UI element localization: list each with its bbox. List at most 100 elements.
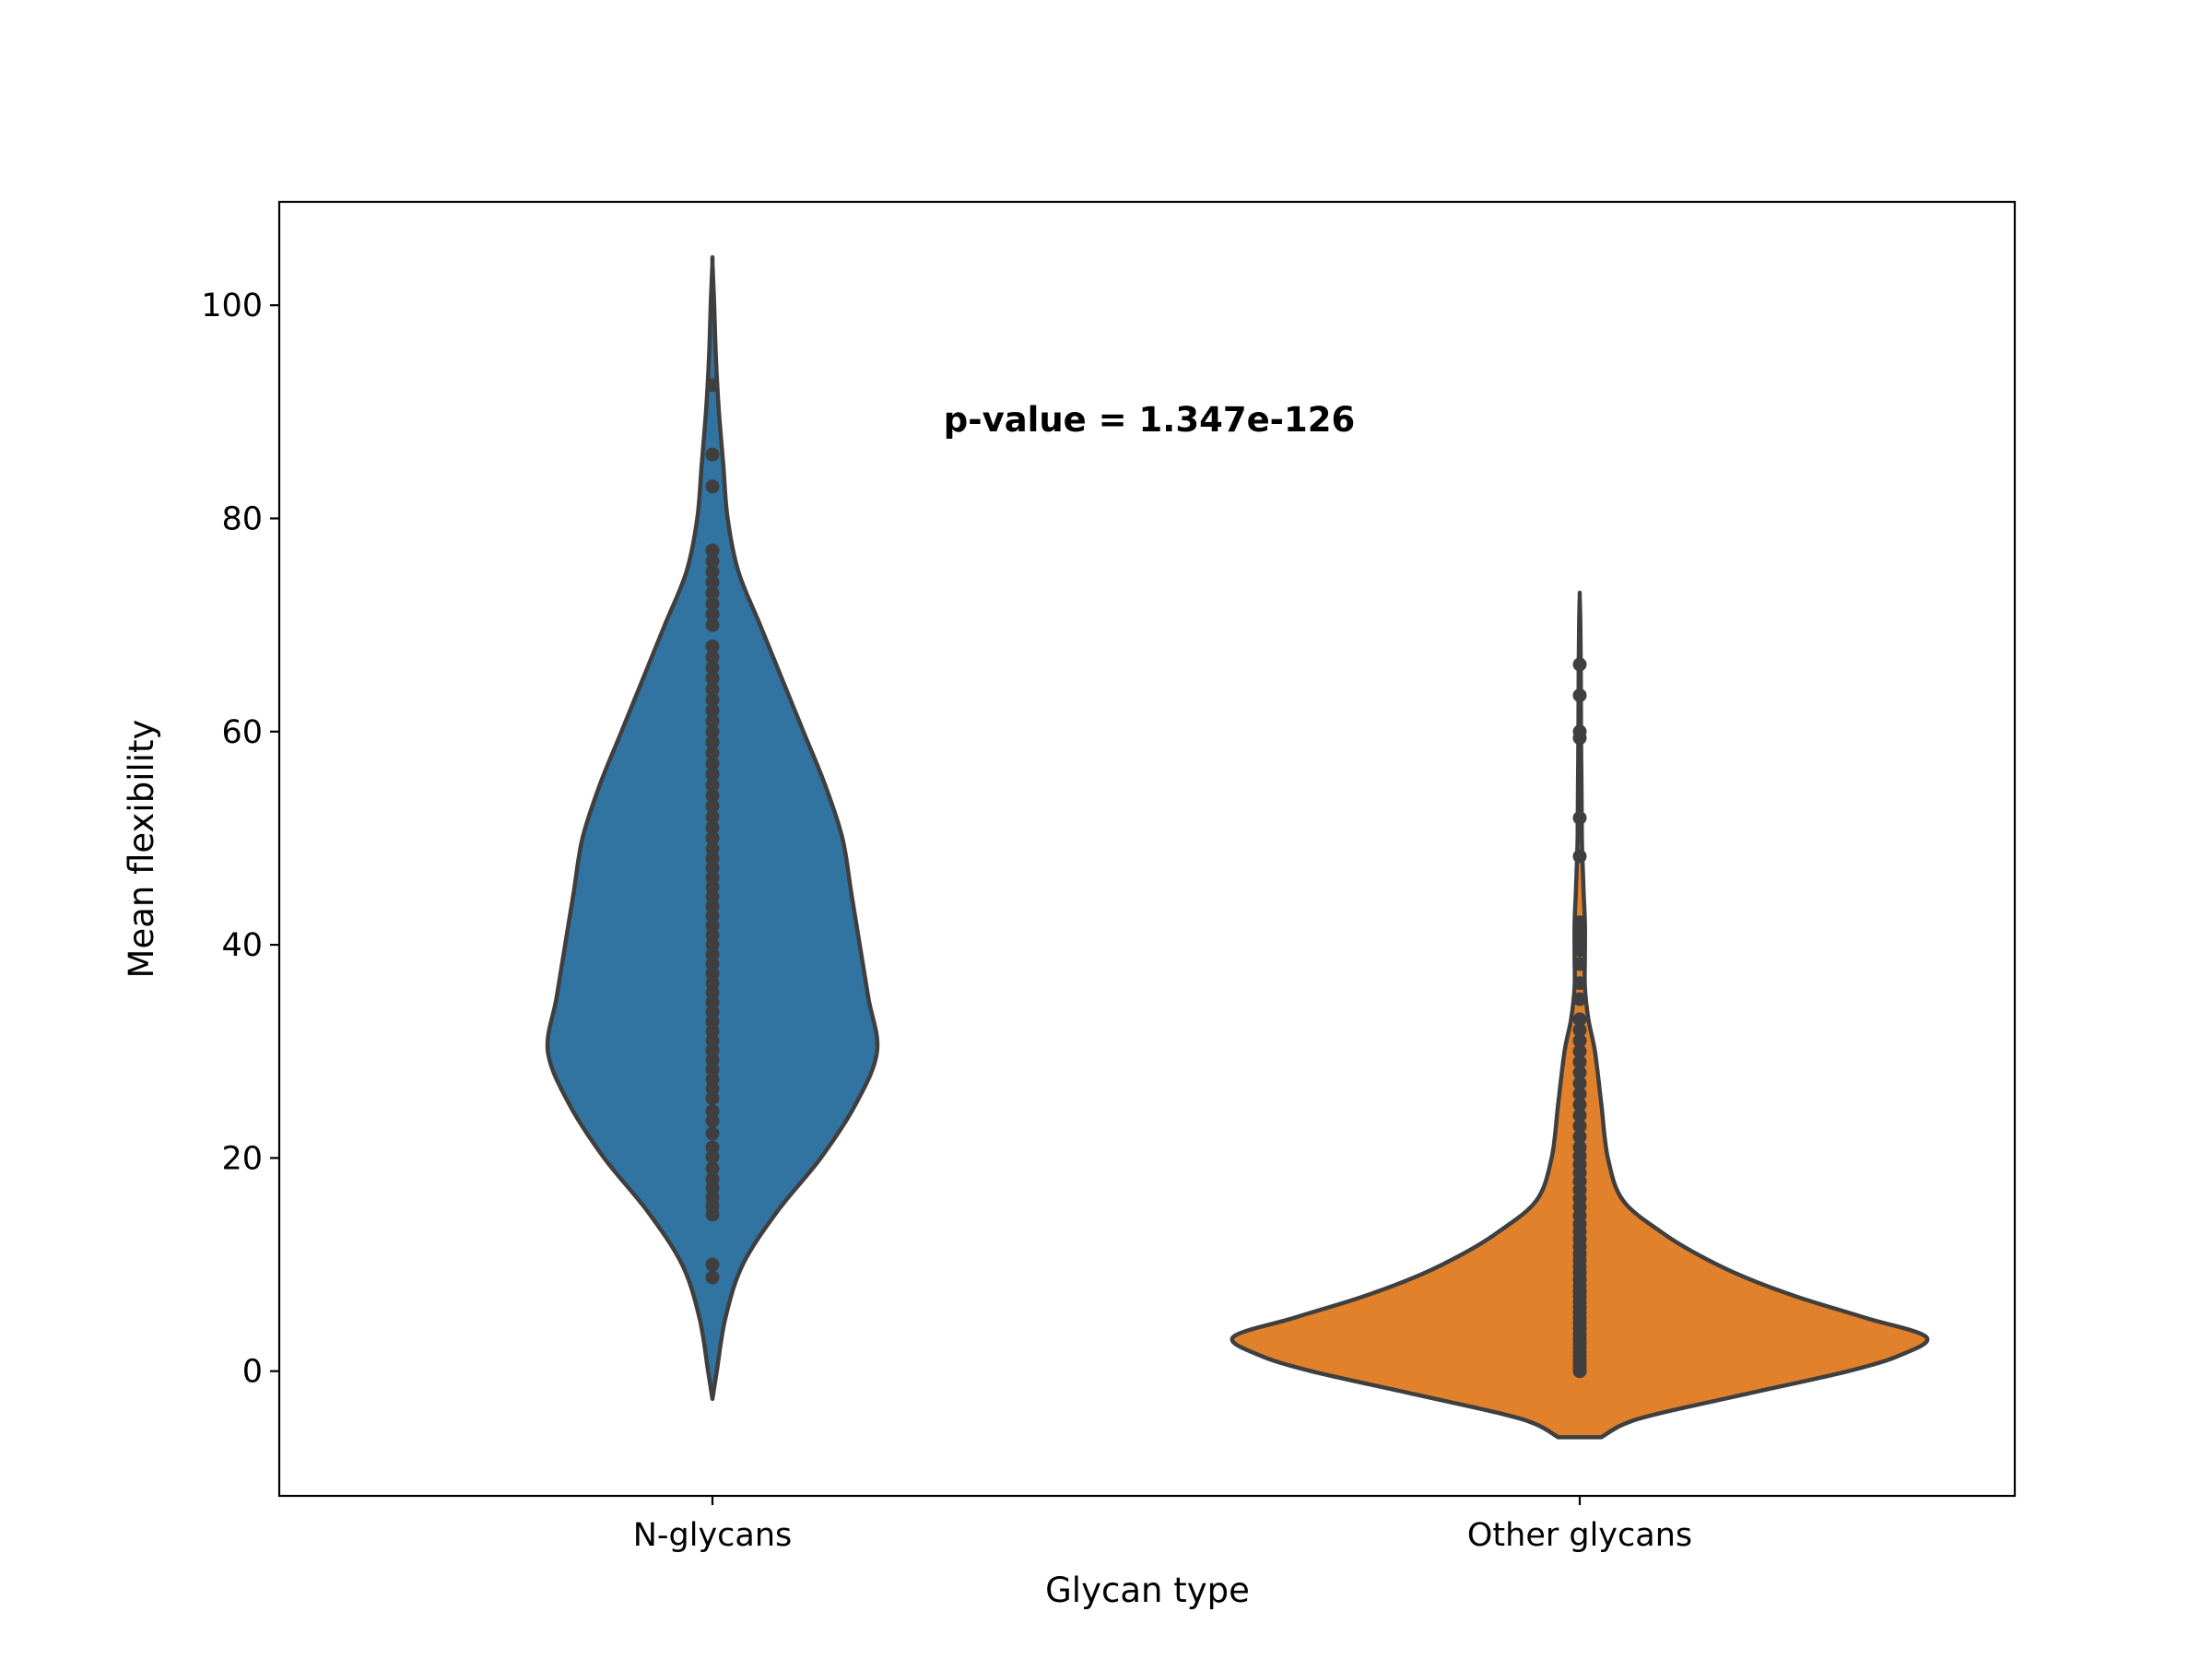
data-point [705,1126,720,1141]
data-point [705,756,720,771]
data-point [1572,915,1587,930]
data-point [705,985,720,1000]
data-point [1572,1033,1587,1048]
data-point [705,1190,720,1205]
data-point [705,735,720,749]
data-point [705,899,720,913]
data-point [1572,688,1587,702]
data-point [705,1062,720,1077]
data-point [705,1072,720,1087]
data-point [1572,1076,1587,1090]
x-tick-label: Other glycans [1467,1517,1692,1554]
data-point [705,957,720,971]
data-point [705,596,720,611]
data-point [1572,724,1587,739]
data-point [705,928,720,943]
data-point [705,799,720,814]
data-point [705,650,720,665]
data-point [705,820,720,835]
data-point [705,1081,720,1096]
data-point [705,1091,720,1106]
y-tick-label: 80 [221,500,263,537]
data-point [705,479,720,494]
y-axis: 0 20 40 60 80 100 [201,288,279,1391]
y-axis-title: Mean flexibility [122,720,161,979]
data-point [705,1172,720,1187]
data-point [705,966,720,981]
plot-frame [277,200,2017,1498]
data-point [1572,1044,1587,1059]
data-point [705,1043,720,1058]
data-point [1572,957,1587,971]
data-point [1572,1054,1587,1069]
data-point [705,378,720,393]
data-point [705,554,720,569]
data-point [705,1053,720,1067]
data-point [705,692,720,707]
data-point [705,1005,720,1019]
y-tick-label: 100 [201,288,263,324]
data-point [705,976,720,991]
data-point [705,995,720,1010]
data-point [705,660,720,675]
data-point [705,703,720,718]
data-point [1572,810,1587,825]
p-value-annotation: p-value = 1.347e-126 [944,400,1356,440]
data-point [705,1033,720,1048]
data-point [1572,1087,1587,1101]
x-axis-title: Glycan type [1045,1571,1250,1610]
x-axis: N-glycans Other glycans [633,1496,1692,1554]
data-point [705,1024,720,1039]
data-point [1572,657,1587,672]
data-point [705,830,720,845]
data-point [705,809,720,824]
data-point [705,1113,720,1128]
data-point [705,746,720,760]
data-point [1572,1108,1587,1123]
data-point [705,607,720,622]
data-point [705,880,720,895]
data-point [1572,1129,1587,1144]
data-point [705,1257,720,1272]
points-layer [705,378,1587,1379]
data-point [705,1014,720,1029]
data-point [1572,976,1587,991]
data-point [1572,1098,1587,1112]
data-point [1572,927,1587,942]
data-point [705,937,720,952]
data-point [705,682,720,697]
data-point [1572,849,1587,864]
y-tick-label: 0 [242,1354,263,1391]
data-point [705,575,720,590]
data-point [705,889,720,904]
data-point [705,1149,720,1164]
y-tick-label: 40 [221,927,263,964]
data-point [705,1104,720,1119]
y-tick-label: 20 [221,1140,263,1177]
data-point [705,713,720,728]
data-point [705,618,720,632]
data-point [705,639,720,653]
data-point [1572,1012,1587,1027]
x-tick-label: N-glycans [633,1517,793,1554]
data-point [705,851,720,865]
data-point [705,724,720,739]
data-point [705,767,720,782]
data-point [705,1140,720,1155]
data-point [705,861,720,876]
data-point [705,909,720,924]
data-point [705,870,720,885]
data-point [705,585,720,600]
data-point [705,671,720,686]
data-point [1572,1119,1587,1134]
data-point [705,1161,720,1176]
data-point [1572,1023,1587,1038]
data-point [705,947,720,961]
data-point [705,778,720,793]
data-point [705,788,720,803]
data-point [705,564,720,579]
data-point [1572,1140,1587,1155]
y-tick-label: 60 [221,714,263,751]
